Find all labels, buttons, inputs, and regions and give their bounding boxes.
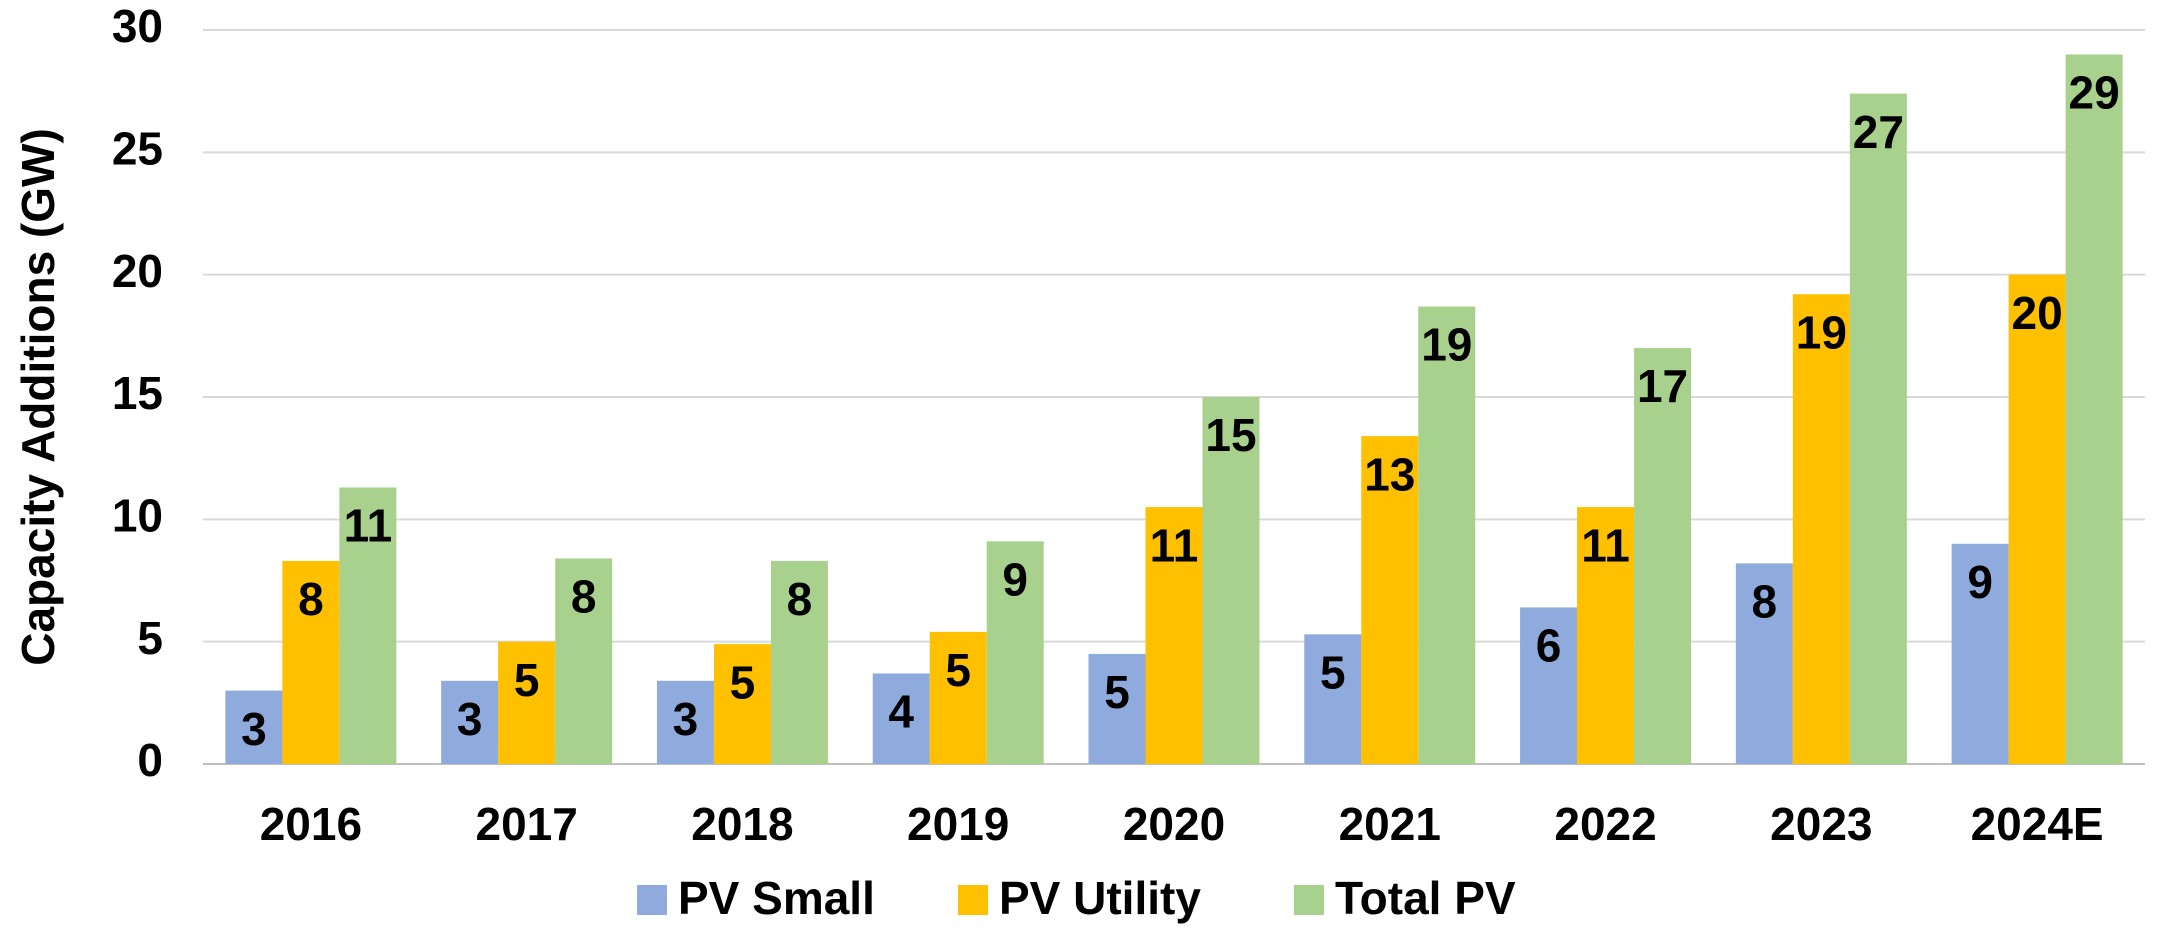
data-label: 5 [945, 644, 971, 696]
bar [1088, 653, 1146, 764]
data-label: 5 [514, 654, 540, 706]
data-label: 5 [730, 656, 756, 708]
bar [339, 487, 397, 764]
bar [1145, 507, 1203, 764]
x-tick-label: 2024E [1971, 798, 2104, 850]
bar [1361, 436, 1419, 764]
bar [441, 680, 499, 764]
bar [986, 541, 1044, 764]
data-label: 3 [673, 693, 699, 745]
data-label: 11 [344, 500, 393, 552]
y-tick-label: 25 [112, 122, 163, 174]
bar [929, 631, 987, 764]
bar [498, 641, 556, 764]
data-label: 3 [241, 703, 267, 755]
x-tick-label: 2021 [1339, 798, 1441, 850]
data-label: 11 [1150, 519, 1199, 571]
data-label: 9 [1002, 554, 1028, 606]
legend-swatch [958, 885, 988, 915]
bar [1577, 507, 1635, 764]
data-label: 9 [1967, 556, 1993, 608]
bar [2065, 54, 2123, 764]
data-label: 3 [457, 693, 483, 745]
bar [1792, 294, 1850, 764]
data-label: 4 [888, 686, 914, 738]
legend-label: Total PV [1335, 872, 1516, 924]
bar [656, 680, 714, 764]
data-label: 6 [1536, 620, 1562, 672]
y-tick-label: 0 [137, 734, 163, 786]
legend-swatch [637, 885, 667, 915]
bar [1735, 563, 1793, 764]
bar [1634, 348, 1692, 764]
bar [872, 673, 930, 764]
bar [1304, 634, 1362, 764]
data-label: 8 [787, 573, 813, 625]
data-label: 15 [1205, 409, 1256, 461]
data-label: 8 [1752, 576, 1778, 628]
legend-label: PV Utility [999, 872, 1201, 924]
x-tick-label: 2023 [1770, 798, 1872, 850]
data-label: 8 [298, 573, 324, 625]
data-label: 5 [1320, 646, 1346, 698]
bar [555, 558, 613, 764]
legend-swatch [1294, 885, 1324, 915]
bar [770, 560, 828, 764]
data-label: 20 [2012, 287, 2063, 339]
bar [2008, 274, 2066, 764]
x-tick-label: 2020 [1123, 798, 1225, 850]
bar [713, 644, 771, 764]
data-label: 19 [1796, 306, 1847, 358]
bar [225, 690, 283, 764]
bar [1202, 397, 1260, 764]
x-tick-label: 2018 [691, 798, 793, 850]
data-label: 19 [1421, 319, 1472, 371]
legend-label: PV Small [678, 872, 875, 924]
x-tick-label: 2022 [1554, 798, 1656, 850]
y-tick-label: 10 [112, 489, 163, 541]
x-tick-label: 2017 [475, 798, 577, 850]
data-label: 8 [571, 571, 597, 623]
bar [1418, 306, 1476, 764]
x-tick-label: 2019 [907, 798, 1009, 850]
data-label: 27 [1853, 106, 1904, 158]
data-label: 11 [1581, 519, 1630, 571]
y-tick-label: 20 [112, 245, 163, 297]
y-tick-label: 30 [112, 0, 163, 52]
data-label: 5 [1104, 666, 1130, 718]
bar [1951, 543, 2009, 764]
data-label: 17 [1637, 360, 1688, 412]
bar [282, 560, 340, 764]
x-tick-label: 2016 [260, 798, 362, 850]
bar [1520, 607, 1578, 764]
y-tick-label: 15 [112, 367, 163, 419]
data-label: 13 [1364, 448, 1415, 500]
bar [1849, 93, 1907, 764]
y-axis-title: Capacity Additions (GW) [12, 128, 64, 666]
data-label: 29 [2069, 67, 2120, 119]
y-tick-label: 5 [137, 612, 163, 664]
